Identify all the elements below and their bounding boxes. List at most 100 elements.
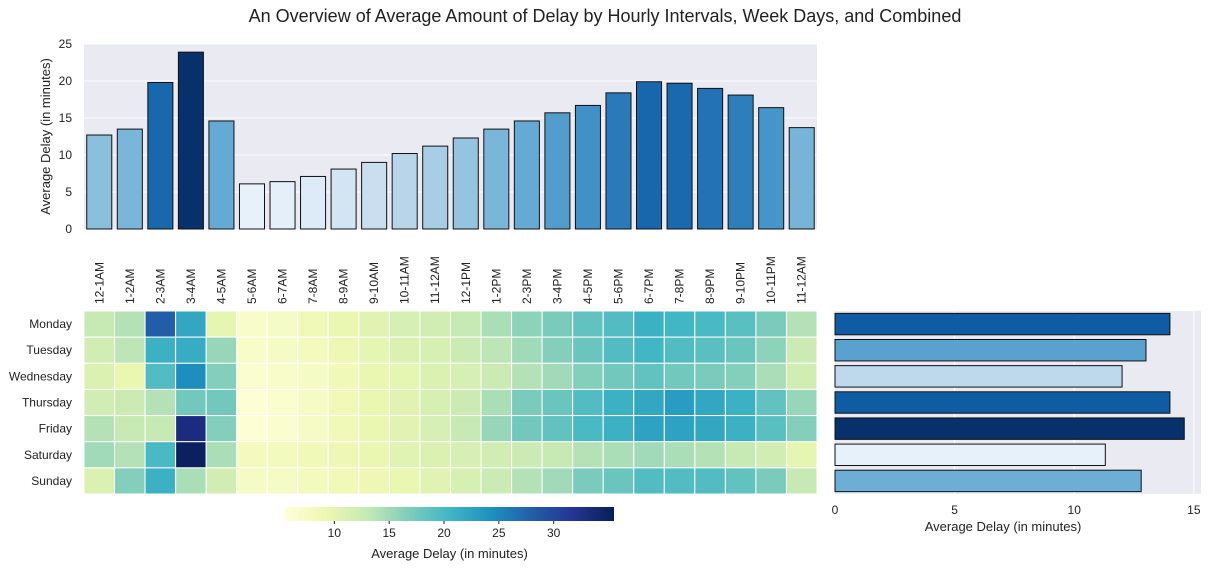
hour-tick-label: 5-6AM bbox=[245, 269, 259, 304]
heatmap-cell bbox=[236, 388, 268, 417]
hour-bar bbox=[452, 137, 479, 230]
heatmap-cell bbox=[450, 362, 482, 390]
heatmap-cell bbox=[663, 310, 696, 338]
heatmap-cell bbox=[83, 441, 116, 469]
heatmap-cell bbox=[419, 415, 452, 443]
weekday-label: Friday bbox=[39, 422, 72, 436]
hour-bar bbox=[147, 81, 174, 230]
heatmap-cell bbox=[297, 467, 329, 495]
hour-tick-label: 1-2PM bbox=[489, 269, 503, 304]
heatmap-cell bbox=[205, 415, 238, 443]
heatmap-cell bbox=[419, 388, 452, 417]
heatmap-cell bbox=[205, 310, 238, 338]
heatmap-cell bbox=[663, 362, 696, 390]
heatmap-cell bbox=[755, 441, 787, 469]
heatmap-cell bbox=[358, 441, 390, 469]
heatmap-cell bbox=[694, 415, 726, 443]
hour-bar bbox=[574, 104, 601, 230]
heatmap-cell bbox=[419, 310, 452, 338]
heatmap-cell bbox=[266, 310, 299, 338]
heatmap-cell bbox=[144, 441, 177, 469]
hour-tick-label: 9-10PM bbox=[734, 262, 748, 304]
weekday-label: Saturday bbox=[24, 448, 72, 462]
heatmap-cell bbox=[511, 467, 543, 495]
heatmap-cell bbox=[450, 467, 482, 495]
heatmap-cell bbox=[694, 388, 726, 417]
heatmap-cell bbox=[633, 467, 665, 495]
top-y-axis-label: Average Delay (in minutes) bbox=[38, 58, 53, 215]
weekday-bar bbox=[834, 391, 1171, 414]
heatmap-cell bbox=[602, 441, 635, 469]
heatmap-cell bbox=[480, 388, 513, 417]
heatmap-cell bbox=[419, 441, 452, 469]
heatmap-cell bbox=[419, 336, 452, 364]
heatmap-cell bbox=[602, 467, 635, 495]
top-ytick-label: 25 bbox=[59, 37, 73, 51]
heatmap-cell bbox=[663, 336, 696, 364]
weekday-bar bbox=[834, 312, 1171, 336]
heatmap-cell bbox=[785, 362, 818, 390]
heatmap-cell bbox=[480, 362, 513, 390]
weekday-bar bbox=[834, 469, 1142, 493]
right-xtick-label: 5 bbox=[951, 503, 958, 517]
heatmap-cell bbox=[511, 362, 543, 390]
heatmap-cell bbox=[450, 441, 482, 469]
heatmap-cell bbox=[450, 415, 482, 443]
heatmap-cell bbox=[755, 310, 787, 338]
heatmap-cell bbox=[572, 362, 604, 390]
heatmap-cell bbox=[572, 441, 604, 469]
heatmap-cell bbox=[236, 362, 268, 390]
heatmap-cell bbox=[114, 362, 146, 390]
heatmap-cell bbox=[114, 467, 146, 495]
heatmap-cell bbox=[388, 310, 421, 338]
hour-tick-label: 11-12AM bbox=[795, 256, 809, 304]
heatmap-cell bbox=[83, 310, 116, 338]
heatmap-cell bbox=[694, 441, 726, 469]
heatmap-cell bbox=[83, 467, 116, 495]
heatmap-cell bbox=[175, 310, 207, 338]
heatmap-cell bbox=[388, 415, 421, 443]
hour-bar bbox=[513, 120, 540, 230]
heatmap-cell bbox=[114, 415, 146, 443]
heatmap-cell bbox=[755, 362, 787, 390]
hourly-bar-chart: 0 5 10 15 20 25 Average Delay (in minutes) 12-1… bbox=[38, 37, 817, 304]
colorbar-bar bbox=[285, 507, 614, 521]
heatmap-cell bbox=[541, 415, 574, 443]
heatmap-cell bbox=[541, 467, 574, 495]
hour-bar bbox=[697, 87, 724, 230]
heatmap-cell bbox=[83, 388, 116, 417]
heatmap-cell bbox=[114, 441, 146, 469]
heatmap-cell bbox=[724, 388, 757, 417]
heatmap-cell bbox=[144, 310, 177, 338]
heatmap-cell bbox=[205, 441, 238, 469]
hour-tick-label: 6-7AM bbox=[276, 269, 290, 304]
heatmap-cell bbox=[388, 336, 421, 364]
heatmap-cell bbox=[236, 310, 268, 338]
heatmap-cell bbox=[785, 388, 818, 417]
heatmap-cell bbox=[327, 336, 360, 364]
heatmap-cell bbox=[358, 310, 390, 338]
heatmap-cell bbox=[266, 336, 299, 364]
heatmap-cell bbox=[388, 388, 421, 417]
right-xtick-label: 15 bbox=[1187, 503, 1201, 517]
heatmap-cell bbox=[114, 388, 146, 417]
heatmap-cell bbox=[724, 441, 757, 469]
heatmap-cell bbox=[541, 441, 574, 469]
heatmap-cell bbox=[144, 388, 177, 417]
weekday-hour-heatmap: Monday Tuesday Wednesday Thursday Friday Satu… bbox=[9, 310, 818, 495]
hour-tick-label: 4-5PM bbox=[581, 269, 595, 304]
heatmap-cell bbox=[541, 336, 574, 364]
heatmap-cell bbox=[327, 441, 360, 469]
heatmap-cell bbox=[480, 467, 513, 495]
hour-bar bbox=[361, 161, 388, 230]
heatmap-cell bbox=[511, 415, 543, 443]
heatmap-cell bbox=[236, 336, 268, 364]
heatmap-cell bbox=[602, 388, 635, 417]
hour-tick-label: 2-3PM bbox=[520, 269, 534, 304]
hour-bar bbox=[86, 134, 113, 230]
heatmap-cell bbox=[541, 310, 574, 338]
heatmap-cell bbox=[572, 467, 604, 495]
hour-tick-label: 6-7PM bbox=[642, 269, 656, 304]
top-plot-area bbox=[84, 44, 817, 229]
